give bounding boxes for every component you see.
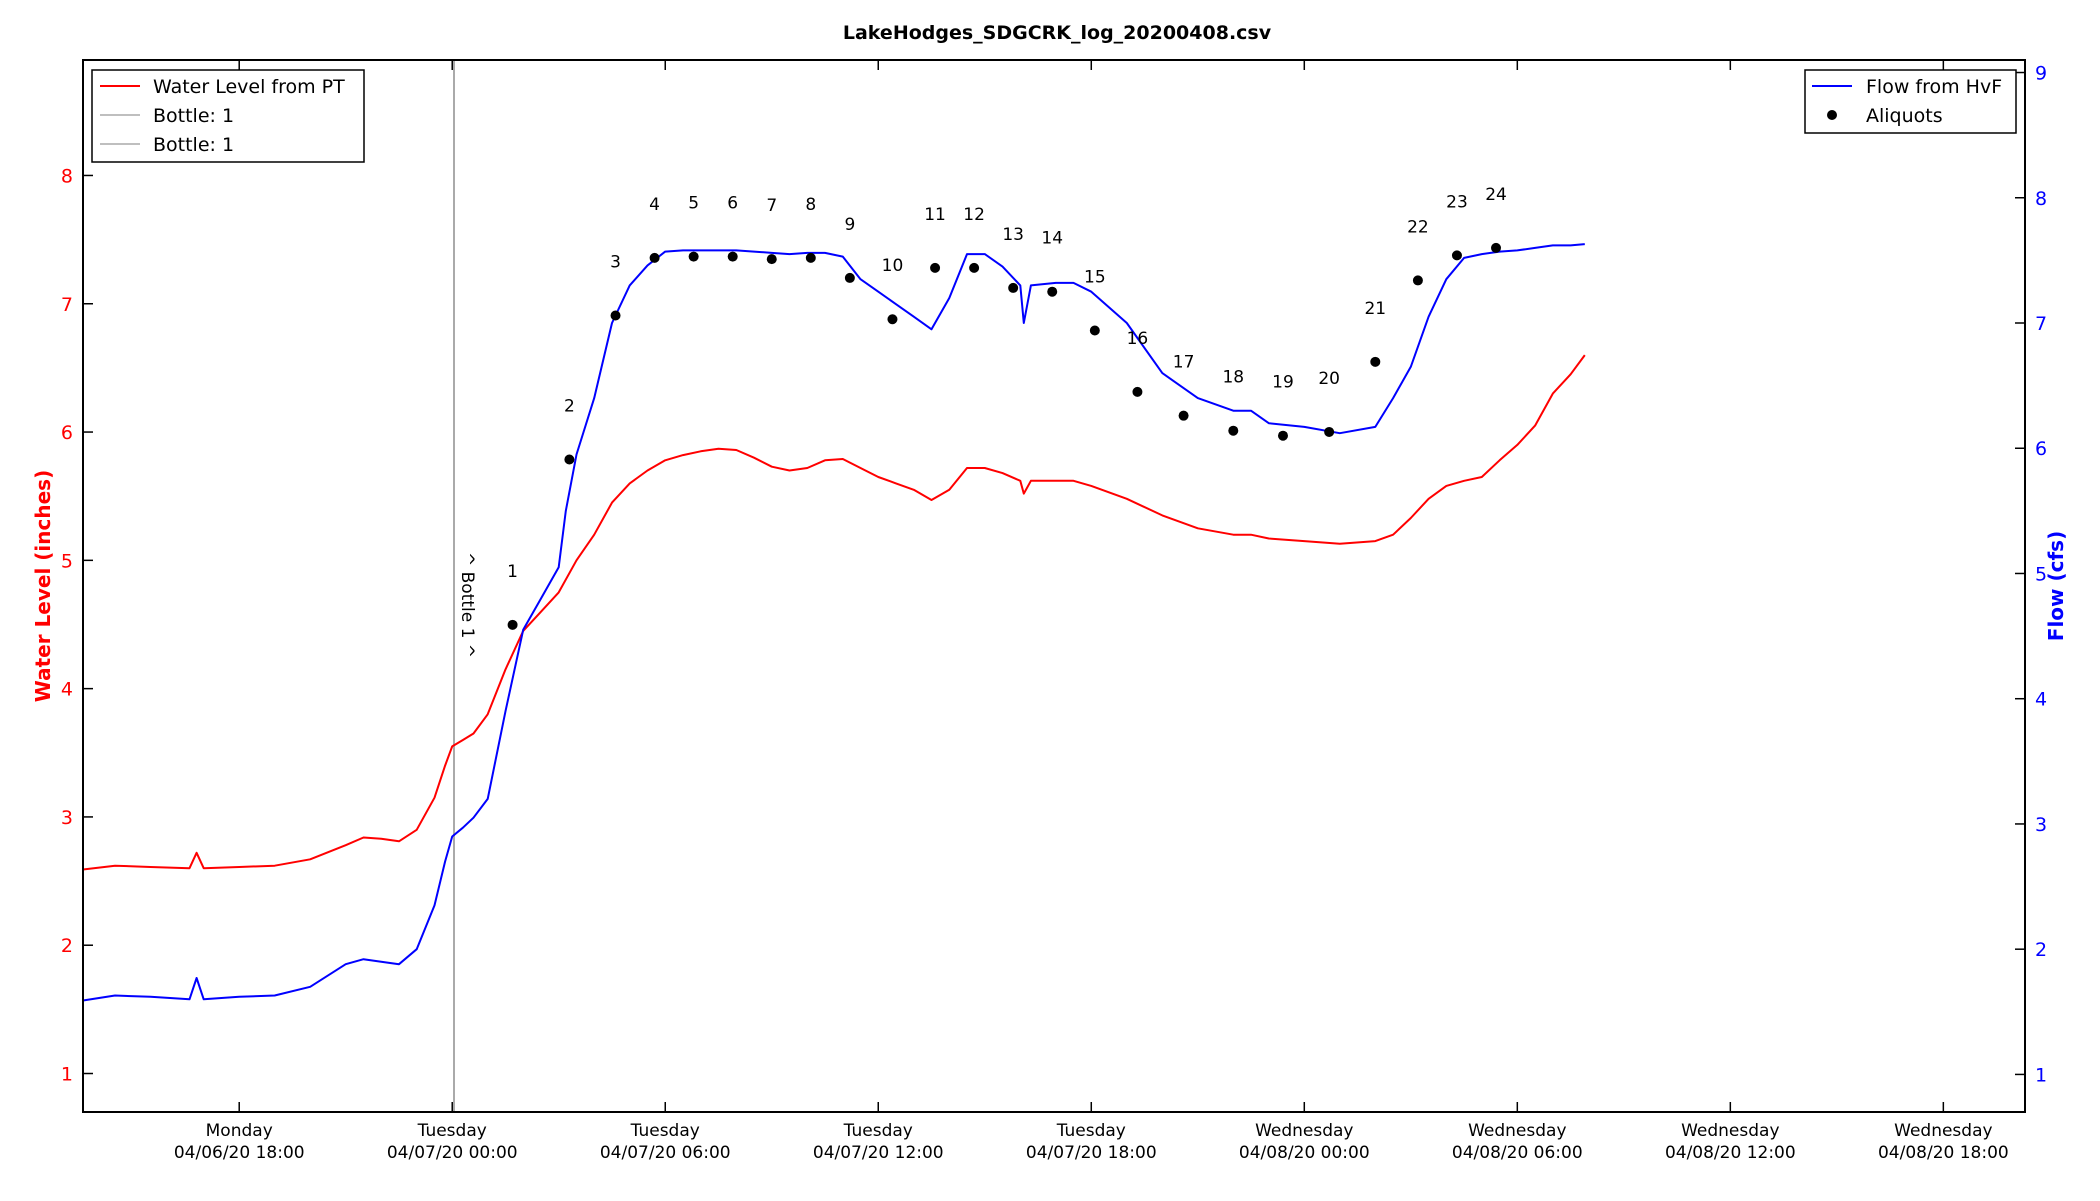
aliquot-point	[1089, 325, 1100, 336]
x-tick-label-date: 04/08/20 00:00	[1239, 1143, 1370, 1163]
y-right-tick-label: 4	[2035, 689, 2047, 711]
aliquot-point	[610, 310, 621, 321]
aliquot-label: 7	[766, 196, 777, 216]
y-right-tick-label: 1	[2035, 1064, 2047, 1086]
legend-right-box	[1804, 69, 2017, 134]
aliquot-label: 13	[1002, 225, 1024, 245]
x-tick-label-day: Wednesday	[1894, 1121, 1992, 1141]
y-right-axis-label: Flow (cfs)	[2044, 531, 2068, 641]
x-tick-label-day: Tuesday	[843, 1121, 913, 1141]
aliquot-point	[649, 252, 660, 263]
aliquot-label: 1	[507, 562, 518, 582]
aliquot-label: 11	[924, 205, 946, 225]
aliquot-label: 2	[564, 397, 575, 417]
aliquot-point	[930, 262, 941, 273]
aliquot-point	[564, 454, 575, 465]
x-tick-label-day: Tuesday	[1056, 1121, 1126, 1141]
x-tick-label-date: 04/06/20 18:00	[174, 1143, 305, 1163]
aliquot-point	[1277, 430, 1288, 441]
y-right-tick-label: 8	[2035, 188, 2047, 210]
x-tick-label-date: 04/07/20 00:00	[387, 1143, 518, 1163]
y-left-tick-label: 7	[61, 294, 73, 316]
y-right-tick-label: 9	[2035, 63, 2047, 85]
x-tick-label-day: Wednesday	[1468, 1121, 1566, 1141]
legend-right-marker	[1827, 110, 1837, 120]
water-level-series-line	[82, 354, 1586, 871]
legend-left-label: Water Level from PT	[153, 76, 345, 98]
aliquot-label: 12	[963, 205, 985, 225]
y-right-tick-label: 2	[2035, 939, 2047, 961]
aliquot-label: 17	[1173, 353, 1195, 373]
aliquot-point	[844, 272, 855, 283]
aliquot-label: 8	[805, 195, 816, 215]
bottle-marker-label: ^ Bottle 1 ^	[457, 552, 477, 658]
aliquot-label: 9	[844, 215, 855, 235]
aliquot-point	[507, 619, 518, 630]
x-tick-label-day: Tuesday	[417, 1121, 487, 1141]
x-tick-label-date: 04/07/20 18:00	[1026, 1143, 1157, 1163]
aliquot-label: 10	[882, 256, 904, 276]
x-tick-label-date: 04/07/20 06:00	[600, 1143, 731, 1163]
y-left-tick-label: 5	[61, 550, 73, 572]
aliquot-point	[805, 252, 816, 263]
aliquot-point	[1451, 250, 1462, 261]
aliquot-point	[1228, 425, 1239, 436]
aliquot-label: 20	[1318, 369, 1340, 389]
y-right-tick-label: 3	[2035, 814, 2047, 836]
y-left-tick-label: 4	[61, 679, 73, 701]
x-tick-label-day: Wednesday	[1681, 1121, 1779, 1141]
aliquot-point	[1178, 410, 1189, 421]
legend-right-label: Aliquots	[1866, 105, 1943, 127]
aliquot-label: 22	[1407, 217, 1429, 237]
x-tick-label-date: 04/08/20 06:00	[1452, 1143, 1583, 1163]
y-right-tick-label: 5	[2035, 563, 2047, 585]
aliquot-label: 21	[1364, 299, 1386, 319]
aliquot-label: 5	[688, 194, 699, 214]
aliquot-point	[1008, 282, 1019, 293]
aliquot-label: 3	[610, 252, 621, 272]
aliquot-label: 14	[1041, 229, 1063, 249]
aliquot-label: 15	[1084, 268, 1106, 288]
x-tick-label-day: Wednesday	[1255, 1121, 1353, 1141]
x-tick-label-date: 04/08/20 18:00	[1878, 1143, 2009, 1163]
aliquot-label: 18	[1222, 368, 1244, 388]
plot-frame	[82, 59, 2026, 1113]
x-tick-label-day: Tuesday	[630, 1121, 700, 1141]
y-left-tick-label: 8	[61, 165, 73, 187]
y-right-tick-label: 7	[2035, 313, 2047, 335]
aliquot-point	[1370, 356, 1381, 367]
chart-title: LakeHodges_SDGCRK_log_20200408.csv	[843, 22, 1272, 44]
aliquot-point	[969, 262, 980, 273]
aliquot-point	[688, 251, 699, 262]
aliquot-point	[1132, 386, 1143, 397]
aliquot-point	[887, 314, 898, 325]
legend-left-label: Bottle: 1	[153, 105, 234, 127]
y-left-tick-label: 2	[61, 935, 73, 957]
aliquot-point	[1491, 242, 1502, 253]
aliquot-point	[1412, 275, 1423, 286]
x-tick-label-date: 04/08/20 12:00	[1665, 1143, 1796, 1163]
aliquot-point	[766, 254, 777, 265]
legend-right-label: Flow from HvF	[1866, 76, 2002, 98]
aliquot-label: 4	[649, 195, 660, 215]
aliquot-label: 24	[1485, 185, 1507, 205]
y-left-tick-label: 3	[61, 807, 73, 829]
y-left-tick-label: 6	[61, 422, 73, 444]
aliquot-point	[727, 251, 738, 262]
flow-series-line	[82, 243, 1585, 1002]
aliquot-label: 23	[1446, 192, 1468, 212]
aliquot-point	[1324, 426, 1335, 437]
aliquot-label: 6	[727, 194, 738, 214]
y-right-tick-label: 6	[2035, 438, 2047, 460]
x-tick-label-day: Monday	[206, 1121, 273, 1141]
x-tick-label-date: 04/07/20 12:00	[813, 1143, 944, 1163]
y-left-tick-label: 1	[61, 1064, 73, 1086]
aliquot-label: 19	[1272, 373, 1294, 393]
aliquot-label: 16	[1127, 329, 1149, 349]
y-left-axis-label: Water Level (inches)	[31, 470, 55, 702]
legend-left-label: Bottle: 1	[153, 134, 234, 156]
aliquot-point	[1047, 286, 1058, 297]
